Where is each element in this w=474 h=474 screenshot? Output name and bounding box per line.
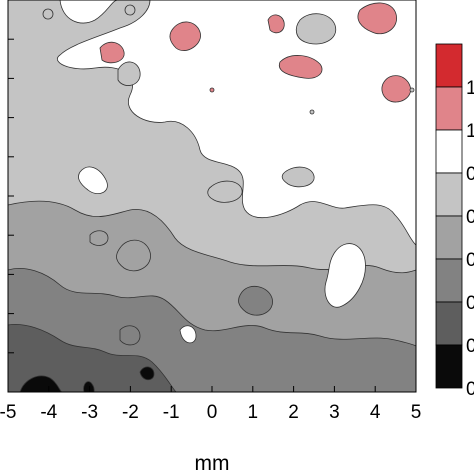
contour-hole-white (324, 243, 366, 308)
contour-dot (309, 109, 315, 115)
contour-dot (124, 4, 136, 16)
contour-island-mid-gray (116, 239, 151, 272)
contour-hole-white (78, 166, 108, 194)
colorbar-label: 1 (466, 121, 474, 142)
colorbar-cell (435, 129, 463, 174)
colorbar-cell (435, 215, 463, 260)
x-tick-label: 1 (248, 402, 259, 423)
contour-region-light-gray (295, 13, 337, 45)
colorbar-label: 1 (466, 78, 474, 99)
x-tick-label: -2 (122, 402, 139, 423)
contour-region-pink (267, 14, 285, 34)
colorbar-cell (435, 344, 463, 389)
contour-region-black (139, 366, 155, 381)
x-axis-title: mm (195, 452, 230, 474)
colorbar-label: 0 (466, 336, 474, 357)
contour-island-dark-gray (238, 285, 273, 316)
contour-dot (209, 87, 215, 93)
colorbar-cell (435, 258, 463, 303)
contour-dot (42, 8, 54, 20)
colorbar-cell (435, 43, 463, 88)
contour-region-black (19, 375, 63, 392)
contour-island-gray (281, 166, 315, 188)
x-tick-label: 0 (207, 402, 218, 423)
contour-island-gray (117, 61, 141, 86)
colorbar-cell (435, 172, 463, 217)
contour-region-pink (357, 2, 398, 35)
x-tick-label: 5 (411, 402, 422, 423)
x-tick-label: -4 (40, 402, 57, 423)
x-tick-label: -5 (0, 402, 16, 423)
contour-island-gray (207, 180, 243, 203)
x-tick-label: 3 (329, 402, 340, 423)
contour-region-pink (169, 21, 201, 51)
colorbar: 1 1 0 0 0 0 0 0 (435, 43, 474, 400)
contour-region-pink (99, 41, 125, 64)
contour-region-pink (278, 55, 323, 79)
x-axis-ticks (7, 386, 417, 392)
colorbar-cell (435, 301, 463, 346)
colorbar-label: 0 (466, 250, 474, 271)
contour-island-mid-gray (89, 230, 109, 246)
colorbar-label: 0 (466, 164, 474, 185)
colorbar-cell (435, 86, 463, 131)
contour-map (8, 0, 416, 392)
x-tick-label: 2 (288, 402, 299, 423)
colorbar-label: 0 (466, 293, 474, 314)
contour-dot (409, 87, 415, 93)
colorbar-label: 0 (466, 207, 474, 228)
x-axis-tick-labels: -5 -4 -3 -2 -1 0 1 2 3 4 5 (0, 402, 421, 423)
x-tick-label: -3 (81, 402, 98, 423)
x-tick-label: -1 (163, 402, 180, 423)
y-axis-ticks (8, 38, 14, 354)
x-tick-label: 4 (370, 402, 381, 423)
contour-region-pink (381, 75, 412, 103)
contour-hole-white (179, 325, 197, 344)
contour-region-deep-gray (8, 323, 177, 392)
colorbar-label: 0 (466, 379, 474, 400)
contour-island-dark-gray (119, 325, 141, 346)
